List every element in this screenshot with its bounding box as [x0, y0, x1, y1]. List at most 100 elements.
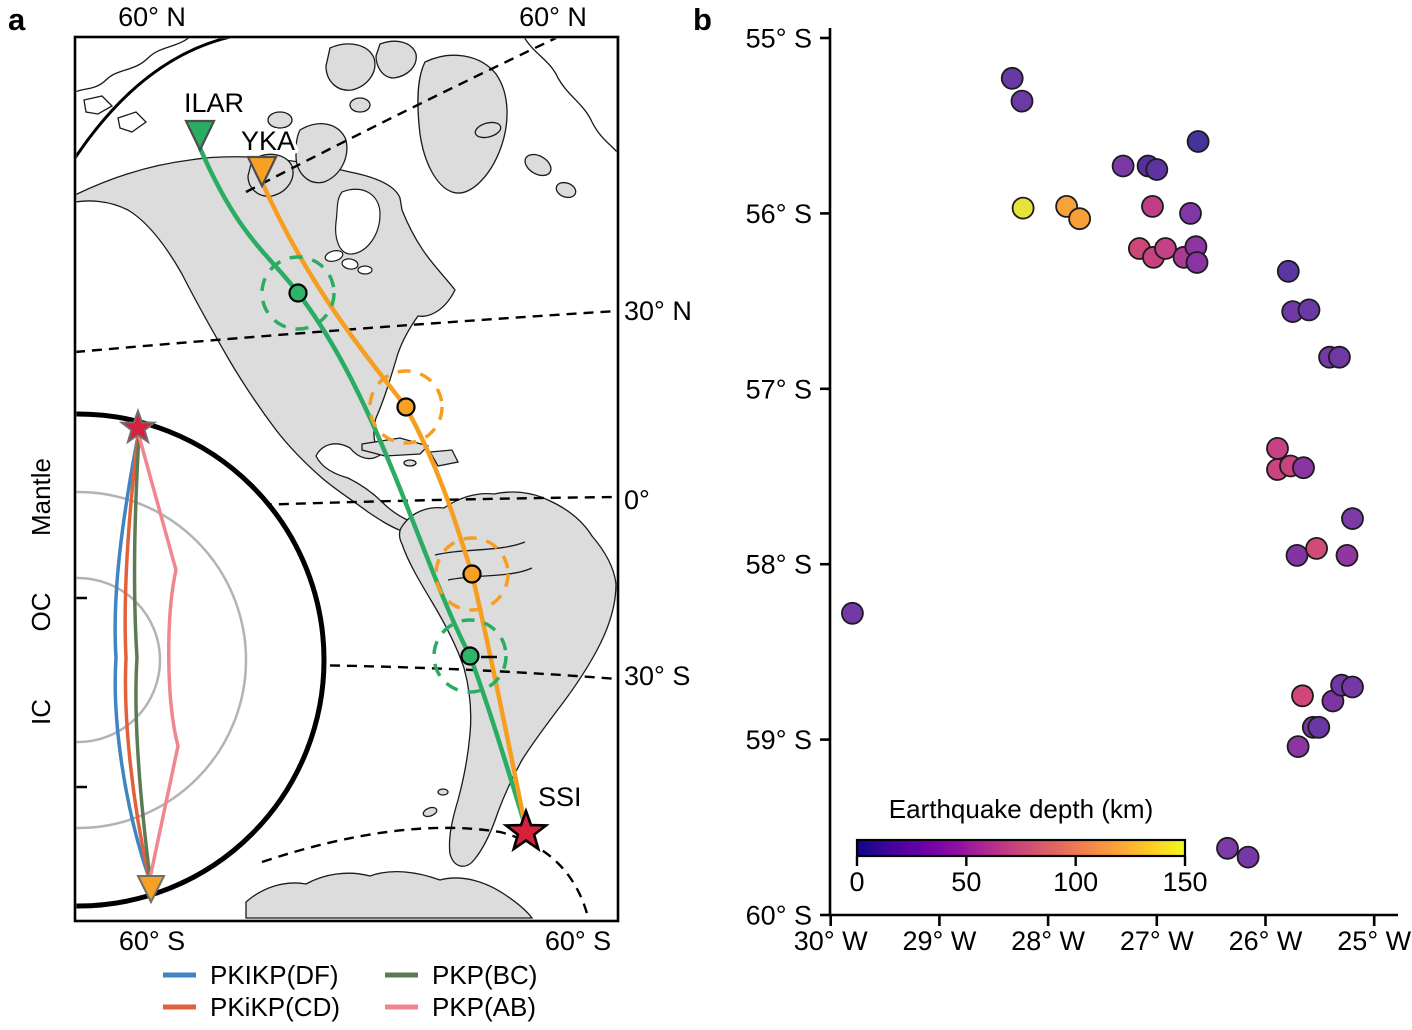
inset-ic-label: IC — [26, 699, 56, 725]
earthquake-point — [1154, 237, 1177, 260]
bounce-point-green-2 — [460, 646, 480, 666]
arctic-island-5 — [267, 111, 293, 129]
arctic-island-ellesmere — [325, 43, 376, 91]
ray-pkp-ab — [137, 434, 180, 880]
earthquake-point — [1341, 675, 1364, 699]
amazon-river-2 — [447, 567, 533, 581]
colorbar-tick-label: 100 — [1053, 867, 1098, 897]
earthquake-point — [1297, 298, 1321, 322]
earthquake-point — [1141, 194, 1164, 218]
graticule-30n — [76, 309, 617, 354]
panel-a-letter: a — [8, 2, 26, 37]
greenland — [417, 54, 508, 194]
grat-label-60n-right: 60° N — [519, 2, 587, 32]
x-tick-label: 28° W — [1011, 926, 1085, 956]
arctic-island-6 — [349, 97, 371, 113]
colorbar-tick-label: 50 — [951, 867, 981, 897]
earthquake-point — [1341, 507, 1364, 530]
panel-b-letter: b — [693, 2, 712, 37]
ssi-source-star — [504, 809, 548, 851]
earthquake-point — [1286, 735, 1310, 758]
coastlines — [76, 38, 617, 919]
earthquake-point — [1236, 845, 1260, 869]
earthquake-point — [1285, 544, 1309, 567]
island-ne-2 — [555, 181, 577, 199]
earthquake-point — [1111, 154, 1135, 178]
y-tick-label: 58° S — [746, 550, 812, 580]
graticule-60n-dashed — [245, 38, 557, 194]
grat-label-60n-left: 60° N — [118, 2, 186, 32]
earthquake-point — [1307, 715, 1331, 739]
y-tick-label: 59° S — [746, 725, 812, 755]
colorbar-tick-label: 150 — [1162, 867, 1207, 897]
great-lake-2 — [341, 258, 359, 270]
earthquake-point — [1292, 456, 1315, 480]
panel-a-border — [73, 35, 620, 923]
yka-station-marker — [246, 155, 278, 189]
ray-pkikp-cd — [123, 434, 151, 880]
bounce-zone-orange-1 — [368, 369, 444, 445]
colorbar-title: Earthquake depth (km) — [889, 794, 1153, 824]
inner-core-boundary — [76, 576, 162, 744]
jamaica — [403, 459, 417, 467]
ssi-source-label: SSI — [538, 782, 582, 812]
graticule-60s — [261, 826, 590, 918]
inset-oc-label: OC — [26, 593, 56, 632]
grat-label-60s-left: 60° S — [119, 926, 185, 956]
ray-phase-legend: PKIKP(DF)PKiKP(CD) PKP(BC)PKP(AB) — [163, 960, 537, 1022]
bounce-point-orange-1 — [396, 397, 416, 417]
arctic-island-4 — [375, 40, 417, 79]
antarctica — [245, 871, 534, 919]
small-island-s — [437, 788, 449, 796]
depth-colorbar: Earthquake depth (km) 0 50 100 150 — [849, 794, 1207, 897]
bounce-zone-green-2 — [432, 618, 508, 694]
longitude-ticks: 30° W 29° W 28° W 27° W 26° W 25° W — [794, 915, 1412, 956]
earthquake-point — [1145, 158, 1169, 181]
earthquake-point — [1328, 345, 1351, 369]
grat-label-60s-right: 60° S — [545, 926, 611, 956]
earthquake-point — [1000, 66, 1024, 90]
legend-label-PKIKP(DF): PKIKP(DF) — [210, 960, 339, 990]
bounce-point-orange-2 — [462, 564, 482, 584]
earthquake-point — [1291, 684, 1314, 708]
arctic-island-baffin — [295, 123, 348, 184]
x-tick-label: 29° W — [902, 926, 976, 956]
yka-station-label: YKA — [241, 126, 295, 156]
colorbar-tick-label: 0 — [849, 867, 864, 897]
earth-cross-section-inset — [76, 409, 327, 909]
legend-label-PKiKP(CD): PKiKP(CD) — [210, 992, 340, 1022]
legend-label-PKP(AB): PKP(AB) — [432, 992, 536, 1022]
ray-pkikp-df — [113, 434, 151, 880]
island-small-2 — [117, 111, 148, 133]
hudson-bay — [335, 188, 381, 255]
earthquake-point — [1186, 130, 1210, 153]
landmass-top-right — [524, 38, 617, 153]
grat-label-0: 0° — [624, 485, 650, 515]
south-georgia-island — [422, 806, 438, 818]
earthquake-point — [1010, 89, 1034, 113]
earthquake-point — [1216, 836, 1239, 860]
island-ne-1 — [524, 153, 552, 177]
earthquake-point — [1305, 537, 1328, 560]
great-lake-1 — [324, 250, 344, 262]
colorbar-border — [855, 838, 1187, 858]
colorbar-gradient — [857, 840, 1185, 856]
earthquake-point — [1335, 544, 1359, 567]
inset-mantle-label: Mantle — [26, 458, 56, 536]
iceland — [474, 121, 502, 139]
colorbar-ticks: 0 50 100 150 — [849, 856, 1208, 897]
inset-antipode-triangle — [136, 875, 166, 905]
earthquake-point — [1179, 201, 1202, 225]
ilar-station-marker — [184, 119, 216, 153]
y-tick-label: 60° S — [746, 900, 812, 930]
surface-ray-tracks — [197, 147, 527, 823]
x-tick-label: 25° W — [1337, 926, 1411, 956]
y-tick-label: 56° S — [746, 199, 812, 229]
amazon-river-1 — [434, 541, 526, 556]
core-mantle-boundary — [76, 490, 248, 830]
earthquake-point — [1266, 436, 1289, 460]
grat-label-30n: 30° N — [624, 296, 692, 326]
y-tick-label: 55° S — [746, 23, 812, 53]
